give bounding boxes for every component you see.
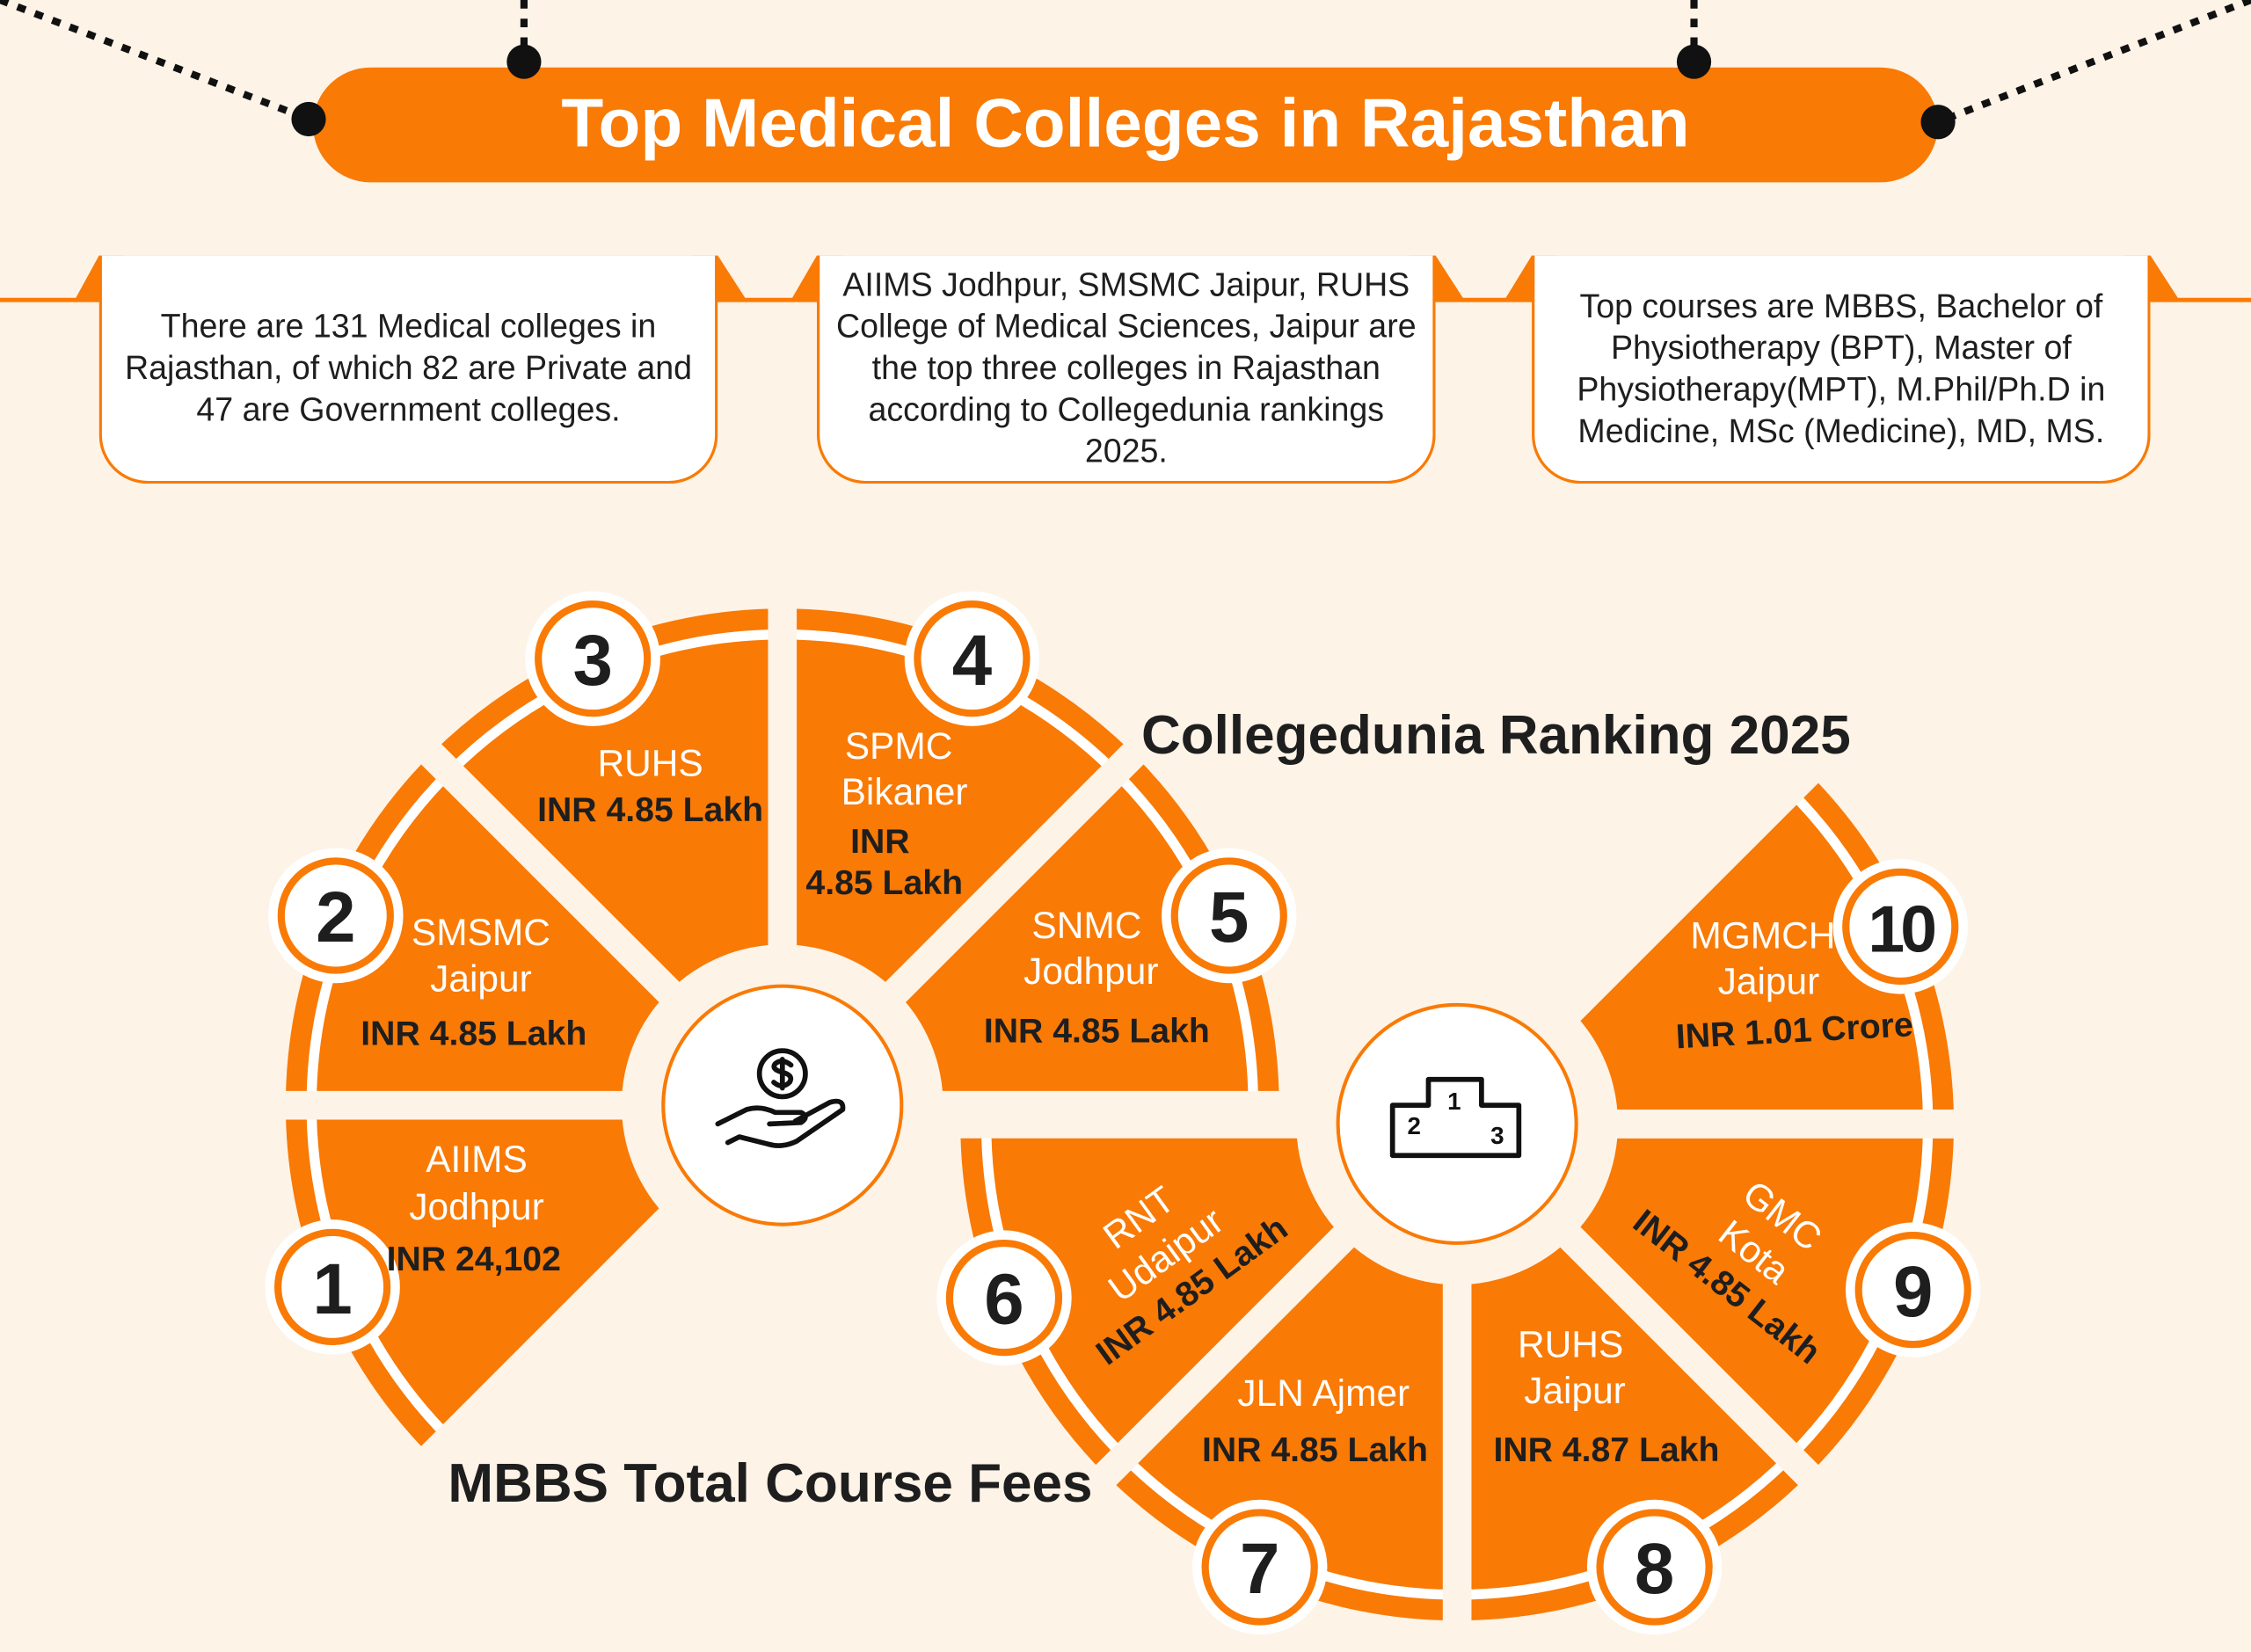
fees-heading: MBBS Total Course Fees — [448, 1453, 1093, 1515]
college-8-name-line1: RUHS — [1517, 1322, 1624, 1366]
college-4-name-line2: Bikaner — [841, 769, 968, 813]
hand-holding-dollar-icon — [715, 1048, 846, 1148]
rank-badge-4-number: 4 — [951, 620, 993, 701]
rank-badge-3-number: 3 — [572, 620, 613, 701]
segment-10 — [1570, 772, 1955, 1124]
rank-badge-9 — [1854, 1231, 1971, 1349]
segment-5 — [896, 753, 1279, 1106]
college-1-fee: INR 24,102 — [386, 1240, 561, 1279]
rank-badge-2 — [277, 857, 394, 974]
college-7-fee: INR 4.85 Lakh — [1202, 1430, 1429, 1470]
title-banner — [312, 67, 1939, 183]
segment-6 — [960, 1124, 1344, 1475]
podium-label-1: 1 — [1447, 1088, 1461, 1115]
rank-badge-7 — [1201, 1509, 1318, 1626]
college-2-name-line1: SMSMC — [411, 910, 550, 954]
segment-1 — [285, 1105, 669, 1457]
ranking-heading: Collegedunia Ranking 2025 — [1140, 706, 1851, 767]
rank-badge-6 — [945, 1240, 1063, 1357]
college-4-name-line1: SPMC — [844, 724, 953, 768]
rank-badge-10-number: 10 — [1868, 891, 1937, 965]
podium-label-2: 2 — [1407, 1112, 1420, 1139]
connector-dots — [291, 44, 1956, 140]
podium-label-3: 3 — [1490, 1122, 1504, 1149]
college-8-fee: INR 4.87 Lakh — [1493, 1430, 1720, 1470]
college-4-fee-line1: INR — [850, 822, 910, 862]
college-4-fee-line2: 4.85 Lakh — [805, 863, 964, 903]
rank-badge-6-number: 6 — [984, 1259, 1024, 1340]
college-7-name: JLN Ajmer — [1237, 1371, 1410, 1415]
college-5-fee: INR 4.85 Lakh — [983, 1012, 1210, 1052]
segment-7 — [1105, 1237, 1458, 1621]
ranking-center-circle: 1 2 3 — [1336, 1002, 1578, 1245]
segment-4 — [782, 608, 1134, 992]
rank-badge-7-number: 7 — [1239, 1528, 1280, 1609]
segment-2 — [285, 753, 669, 1106]
college-5-name-line1: SNMC — [1031, 903, 1142, 947]
rank-badge-4 — [914, 600, 1031, 717]
info-box-top-colleges: AIIMS Jodhpur, SMSMC Jaipur, RUHS Colleg… — [816, 255, 1436, 484]
college-1-name-line1: AIIMS — [426, 1137, 528, 1181]
college-1-name-line2: Jodhpur — [409, 1184, 544, 1228]
segment-8 — [1457, 1237, 1809, 1621]
rank-badge-1-number: 1 — [312, 1248, 353, 1329]
college-5-name-line2: Jodhpur — [1024, 949, 1159, 993]
rank-badge-5 — [1170, 857, 1287, 974]
college-10-name-line1: MGMCH — [1690, 913, 1836, 957]
podium-icon — [1389, 1076, 1522, 1159]
college-10-name-line2: Jaipur — [1717, 959, 1820, 1003]
page-title: Top Medical Colleges in Rajasthan — [561, 85, 1690, 163]
info-box-count: There are 131 Medical colleges in Rajast… — [98, 255, 718, 484]
segment-3 — [431, 608, 783, 992]
rank-badge-8 — [1596, 1509, 1713, 1626]
college-2-name-line2: Jaipur — [430, 957, 532, 1001]
college-2-fee: INR 4.85 Lakh — [361, 1015, 587, 1054]
rank-badge-5-number: 5 — [1209, 877, 1249, 957]
rank-badge-1 — [274, 1228, 391, 1345]
rank-badge-8-number: 8 — [1634, 1528, 1675, 1609]
rank-badge-3 — [535, 600, 652, 717]
rank-badge-9-number: 9 — [1892, 1251, 1934, 1332]
rank-badge-2-number: 2 — [316, 877, 356, 957]
college-3-fee: INR 4.85 Lakh — [537, 790, 764, 830]
rank-badge-10 — [1842, 868, 1959, 986]
segment-9 — [1570, 1124, 1955, 1475]
college-3-name: RUHS — [597, 741, 703, 785]
info-box-top-courses: Top courses are MBBS, Bachelor of Physio… — [1532, 255, 2151, 484]
college-8-name-line2: Jaipur — [1524, 1368, 1626, 1412]
fees-center-circle — [661, 984, 904, 1226]
